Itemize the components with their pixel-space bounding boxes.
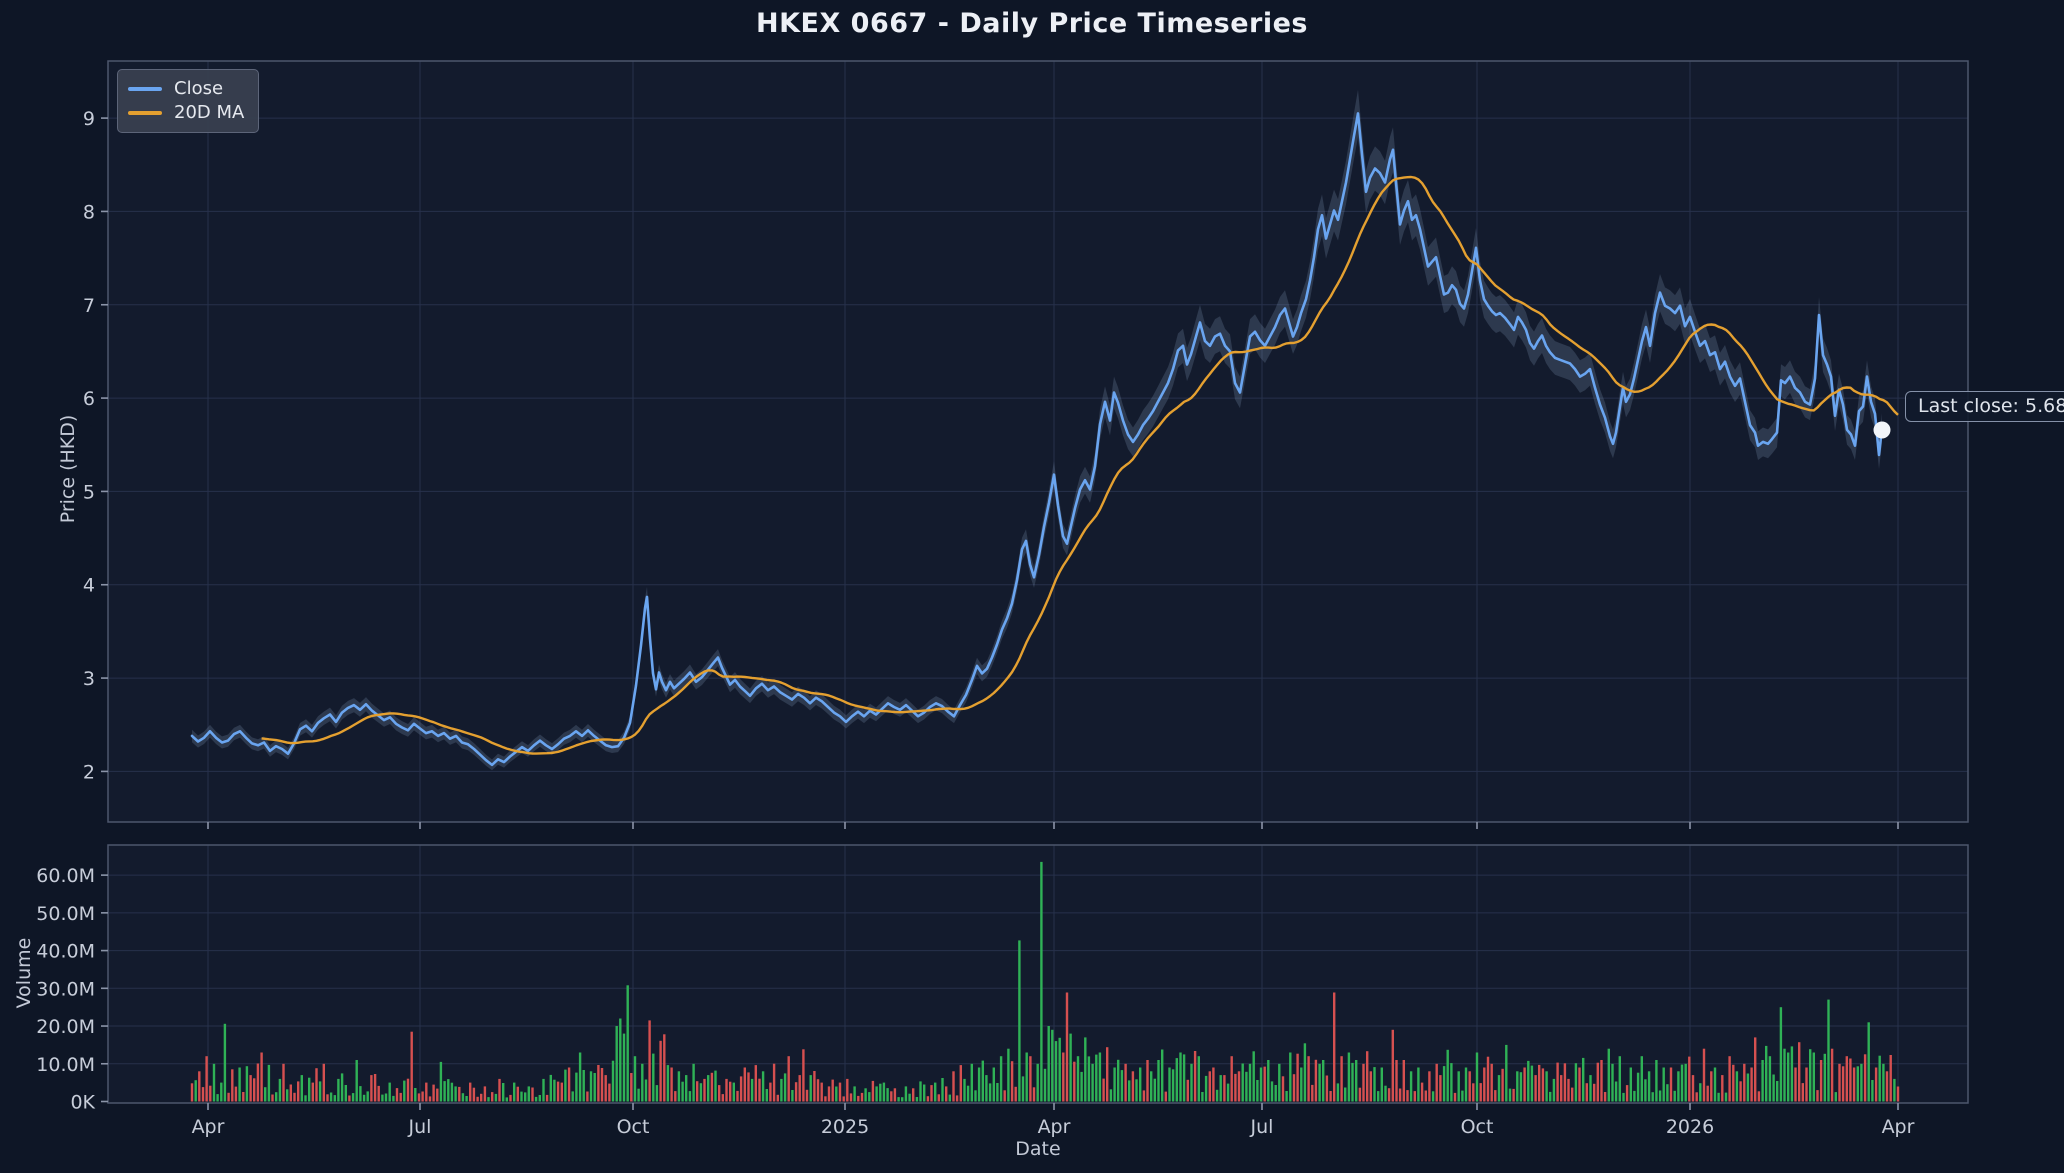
volume-y-tick-label: 50.0M [36, 903, 95, 925]
legend-item-ma: 20D MA [128, 101, 244, 125]
legend: Close 20D MA [117, 69, 260, 133]
volume-pane-frame [107, 844, 1969, 1104]
x-tick-label: 2026 [1666, 1116, 1714, 1138]
ma-line-swatch [128, 111, 162, 115]
last-close-tooltip: Last close: 5.680 [1905, 391, 2064, 422]
legend-item-close: Close [128, 77, 244, 101]
volume-pane-bg [108, 845, 1968, 1103]
volume-y-tick-label: 30.0M [36, 978, 95, 1000]
price-y-tick-label: 4 [83, 575, 95, 597]
price-pane-frame [107, 60, 1969, 823]
price-y-tick-label: 7 [83, 295, 95, 317]
volume-axis-title: Volume [13, 937, 35, 1009]
x-tick-label: Jul [408, 1116, 432, 1138]
close-line-swatch [128, 87, 162, 91]
price-y-tick-label: 5 [83, 481, 95, 503]
legend-label-ma: 20D MA [174, 102, 245, 123]
price-series-group [190, 89, 1899, 771]
volume-y-tick-label: 10.0M [36, 1054, 95, 1076]
volume-y-tick-label: 60.0M [36, 865, 95, 887]
chart-title: HKEX 0667 - Daily Price Timeseries [755, 8, 1308, 39]
price-y-tick-label: 9 [83, 108, 95, 130]
x-tick-label: Oct [617, 1116, 650, 1138]
x-tick-label: 2025 [821, 1116, 869, 1138]
price-pane-bg [108, 61, 1968, 822]
x-tick-label: Jul [1250, 1116, 1274, 1138]
ma-line [261, 175, 1899, 755]
x-tick-label: Apr [192, 1116, 225, 1138]
close-line [190, 112, 1884, 767]
legend-label-close: Close [174, 78, 224, 99]
price-y-tick-label: 6 [83, 388, 95, 410]
price-axis-title: Price (HKD) [57, 414, 79, 524]
volume-y-tick-label: 20.0M [36, 1016, 95, 1038]
tick-marks [101, 117, 1899, 1110]
price-y-tick-label: 8 [83, 201, 95, 223]
volume-y-tick-label: 40.0M [36, 941, 95, 963]
volume-y-tick-label: 0K [70, 1092, 95, 1114]
tick-labels: 2 3 4 5 6 7 8 9 0K 10.0M 20.0M 30.0M 40.0M 50.0M 60.0M… [36, 108, 1914, 1138]
high-low-band [192, 89, 1882, 771]
x-tick-label: Apr [1882, 1116, 1915, 1138]
price-y-tick-label: 3 [83, 668, 95, 690]
last-close-marker [1873, 421, 1891, 439]
x-tick-label: Apr [1038, 1116, 1071, 1138]
volume-bars [190, 861, 1900, 1102]
x-tick-label: Oct [1461, 1116, 1494, 1138]
volume-gridlines [108, 845, 1968, 1103]
price-y-tick-label: 2 [83, 761, 95, 783]
price-gridlines [108, 61, 1968, 822]
x-axis-title: Date [1015, 1138, 1061, 1160]
